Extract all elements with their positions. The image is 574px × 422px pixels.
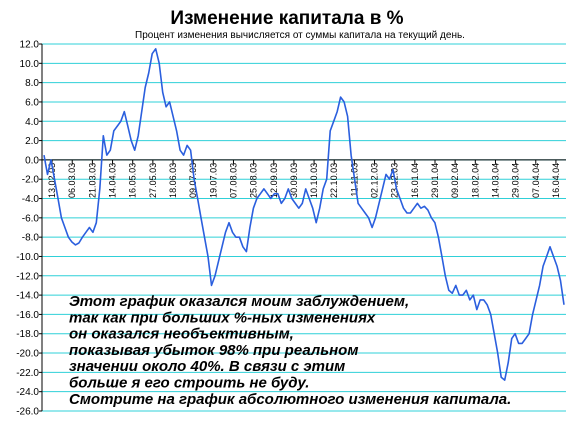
y-tick-label: -10.0 — [16, 252, 39, 263]
chart-subtitle: Процент изменения вычисляется от суммы к… — [135, 30, 465, 41]
x-tick-label: 29.01.04 — [430, 163, 440, 198]
y-tick-label: 10.0 — [20, 59, 40, 70]
x-tick-label: 09.07.03 — [188, 163, 198, 198]
gridlines — [42, 43, 566, 412]
y-axis-ticks: 12.0 10.0 8.0 6.0 4.0 2.0 0.0 -2.0 -4.0 -6.0 -8.0 -… — [16, 40, 39, 418]
y-tick-label: -6.0 — [22, 213, 40, 224]
x-tick-label: 06.03.03 — [67, 163, 77, 198]
x-tick-label: 18.02.04 — [470, 163, 480, 198]
y-tick-label: -26.0 — [16, 407, 39, 418]
chart-title: Изменение капитала в % — [170, 8, 403, 29]
y-tick-label: 0.0 — [25, 155, 39, 166]
annotation-line: он оказался необъективным, — [69, 326, 294, 343]
x-tick-label: 25.08.03 — [249, 163, 259, 198]
x-tick-label: 19.07.03 — [208, 163, 218, 198]
x-tick-label: 21.03.03 — [87, 163, 97, 198]
axes — [39, 43, 566, 412]
y-tick-label: -20.0 — [16, 349, 39, 360]
x-tick-label: 22.10.03 — [329, 163, 339, 198]
annotation-note: Этот график оказался моим заблуждением,т… — [69, 293, 511, 408]
annotation-line: показывая убыток 98% при реальном — [69, 342, 358, 359]
annotation-line: Смотрите на график абсолютного изменения… — [69, 391, 511, 408]
x-tick-label: 12.09.03 — [269, 163, 279, 198]
annotation-line: так как при больших %-ных изменениях — [69, 309, 376, 326]
y-tick-label: -14.0 — [16, 291, 39, 302]
y-tick-label: -8.0 — [22, 233, 40, 244]
x-tick-label: 18.06.03 — [168, 163, 178, 198]
annotation-line: больше я его строить не буду. — [69, 375, 309, 392]
y-tick-label: 8.0 — [25, 78, 39, 89]
x-tick-label: 09.02.04 — [450, 163, 460, 198]
annotation-line: Этот график оказался моим заблуждением, — [69, 293, 409, 310]
y-tick-label: 4.0 — [25, 117, 39, 128]
x-tick-label: 14.03.04 — [490, 163, 500, 198]
y-tick-label: -22.0 — [16, 368, 39, 379]
y-tick-label: -18.0 — [16, 329, 39, 340]
y-tick-label: -2.0 — [22, 175, 40, 186]
x-tick-label: 13.02.03 — [47, 163, 57, 198]
x-tick-label: 14.04.03 — [108, 163, 118, 198]
x-tick-label: 27.05.03 — [148, 163, 158, 198]
annotation-line: значении около 40%. В связи с этим — [69, 358, 345, 375]
y-tick-label: -24.0 — [16, 387, 39, 398]
y-tick-label: -4.0 — [22, 194, 40, 205]
x-tick-label: 29.03.04 — [511, 163, 521, 198]
y-tick-label: 6.0 — [25, 97, 39, 108]
x-tick-label: 30.09.03 — [289, 163, 299, 198]
y-tick-label: -16.0 — [16, 310, 39, 321]
y-tick-label: -12.0 — [16, 271, 39, 282]
x-tick-label: 07.04.04 — [531, 163, 541, 198]
x-tick-label: 10.10.03 — [309, 163, 319, 198]
x-tick-label: 07.08.03 — [228, 163, 238, 198]
series-lines — [43, 47, 565, 381]
x-tick-label: 16.04.04 — [551, 163, 561, 198]
x-tick-label: 02.12.03 — [370, 163, 380, 198]
y-tick-label: 12.0 — [20, 40, 40, 51]
x-tick-label: 16.05.03 — [128, 163, 138, 198]
x-tick-label: 16.01.04 — [410, 163, 420, 198]
y-tick-label: 2.0 — [25, 136, 39, 147]
series-line — [43, 47, 565, 381]
